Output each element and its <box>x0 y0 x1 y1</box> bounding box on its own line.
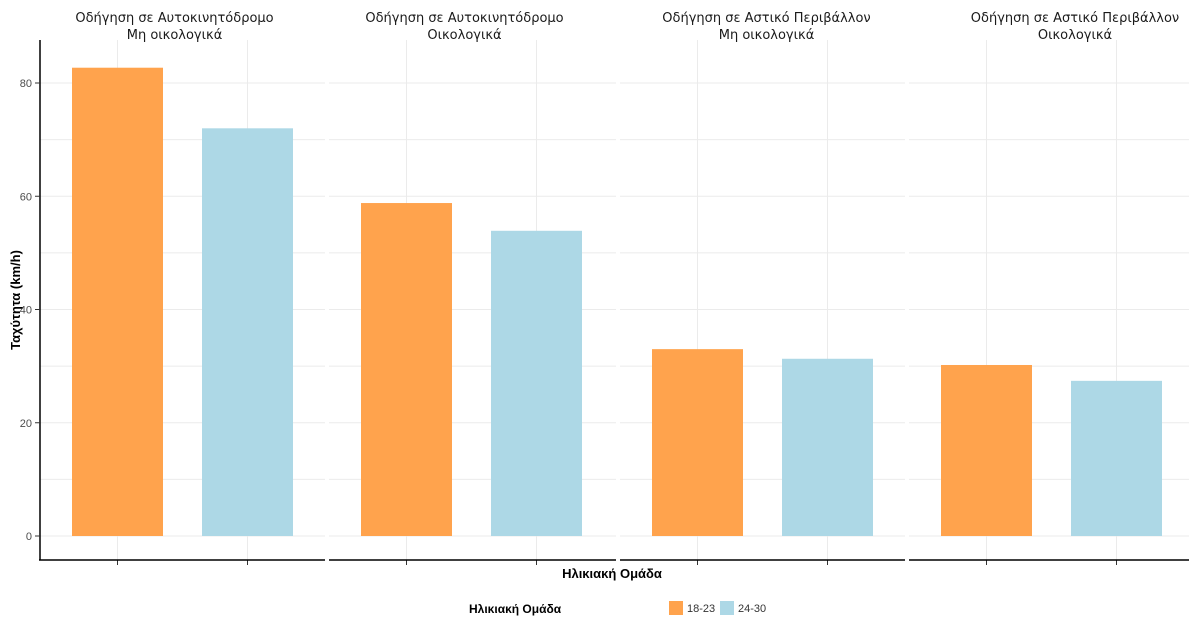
bar-3-18-23 <box>652 349 743 536</box>
y-tick-label-0: 0 <box>26 531 32 543</box>
y-tick-label-20: 20 <box>20 418 32 430</box>
bar-4-24-30 <box>1071 380 1162 536</box>
bar-2-24-30 <box>491 230 582 536</box>
legend-title: Ηλικιακή Ομάδα <box>469 602 562 616</box>
x-axis-title: Ηλικιακή Ομάδα <box>562 566 662 581</box>
facet-title-2-line-2: Οικολογικά <box>427 28 501 43</box>
y-axis-title: Ταχύτητα (km/h) <box>8 250 23 350</box>
facet-title-3-line-1: Οδήγηση σε Αστικό Περιβάλλον <box>662 11 870 26</box>
bar-3-24-30 <box>782 358 873 536</box>
y-tick-label-80: 80 <box>20 78 32 90</box>
facet-title-1-line-1: Οδήγηση σε Αυτοκινητόδρομο <box>75 11 273 26</box>
bar-1-24-30 <box>202 128 293 537</box>
legend-label-24-30: 24-30 <box>738 603 766 615</box>
bar-4-18-23 <box>941 364 1032 536</box>
legend-label-18-23: 18-23 <box>687 603 715 615</box>
y-tick-label-40: 40 <box>20 305 32 317</box>
facet-title-1-line-2: Μη οικολογικά <box>127 28 223 43</box>
y-tick-label-60: 60 <box>20 191 32 203</box>
facet-title-2-line-1: Οδήγηση σε Αυτοκινητόδρομο <box>365 11 563 26</box>
facet-title-3-line-2: Μη οικολογικά <box>719 28 815 43</box>
legend-swatch-24-30 <box>720 601 734 615</box>
facet-title-4-line-1: Οδήγηση σε Αστικό Περιβάλλον <box>971 11 1179 26</box>
bar-1-18-23 <box>72 67 163 537</box>
facet-title-4-line-2: Οικολογικά <box>1038 28 1112 43</box>
bar-2-18-23 <box>361 203 452 537</box>
legend-swatch-18-23 <box>669 601 683 615</box>
